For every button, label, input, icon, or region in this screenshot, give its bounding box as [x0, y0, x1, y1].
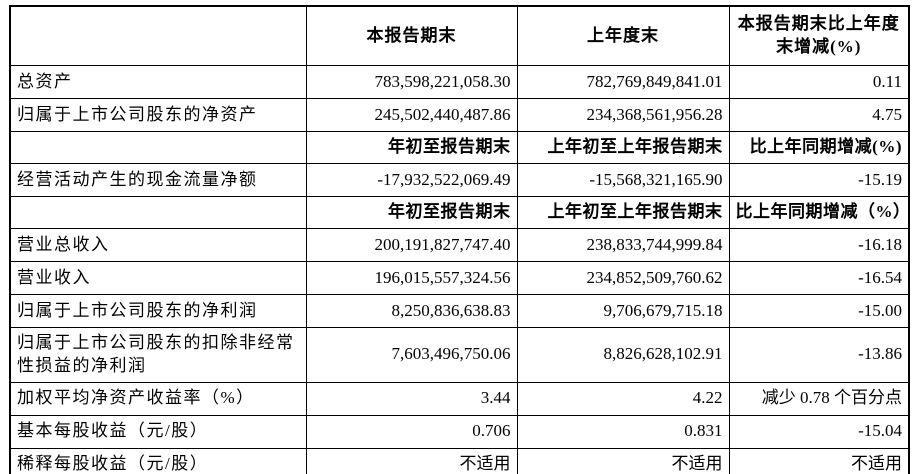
header-change-line1: 本报告期末比上年度: [737, 14, 900, 34]
current-value-cell: 0.706: [305, 414, 518, 449]
row-label-cell: 营业总收入: [9, 228, 307, 262]
period-subheader-row: 年初至报告期末 上年初至上年报告期末 比上年同期增减（%）: [9, 196, 910, 229]
change-value-cell: -16.54: [728, 261, 910, 295]
prior-value-cell: 4.22: [516, 381, 730, 416]
current-value-cell: 196,015,557,324.56: [305, 261, 518, 295]
row-label-cell: 归属于上市公司股东的净资产: [9, 98, 307, 132]
change-value-cell: -16.18: [728, 228, 910, 262]
subheader-ytd-cell: 年初至报告期末: [305, 196, 518, 229]
table-row-operating-cash-flow: 经营活动产生的现金流量净额 -17,932,522,069.49 -15,568…: [9, 163, 910, 197]
current-value-cell: 245,502,440,487.86: [305, 98, 518, 132]
table-row-operating-revenue: 营业收入 196,015,557,324.56 234,852,509,760.…: [9, 261, 910, 295]
prior-value-cell: 0.831: [516, 414, 730, 449]
current-value-cell: 783,598,221,058.30: [305, 65, 518, 99]
table-row-net-assets: 归属于上市公司股东的净资产 245,502,440,487.86 234,368…: [9, 98, 910, 132]
prior-value-cell: 9,706,679,715.18: [516, 294, 730, 328]
header-current-period: 本报告期末: [305, 5, 518, 66]
subheader-empty-cell: [9, 196, 307, 229]
subheader-yoy-change-cell: 比上年同期增减（%）: [728, 196, 910, 229]
change-value-cell: 减少 0.78 个百分点: [728, 381, 910, 416]
current-value-cell: 3.44: [305, 381, 518, 416]
change-value-cell: -15.19: [728, 163, 910, 197]
header-change-percent: 本报告期末比上年度 末增减(%): [728, 5, 910, 66]
row-label-cell: 营业收入: [9, 261, 307, 295]
prior-value-cell: 不适用: [516, 447, 730, 474]
row-label-cell: 基本每股收益（元/股）: [9, 414, 307, 449]
change-value-cell: -15.00: [728, 294, 910, 328]
header-change-line2: 末增减(%): [776, 37, 862, 56]
prior-value-cell: 234,852,509,760.62: [516, 261, 730, 295]
prior-value-cell: 238,833,744,999.84: [516, 228, 730, 262]
table-row-net-profit-excl-nonrecurring: 归属于上市公司股东的扣除非经常性损益的净利润 7,603,496,750.06 …: [9, 327, 910, 383]
current-value-cell: 8,250,836,638.83: [305, 294, 518, 328]
table-row-diluted-eps: 稀释每股收益（元/股） 不适用 不适用 不适用: [9, 447, 910, 474]
row-label-cell: 归属于上市公司股东的扣除非经常性损益的净利润: [9, 327, 307, 383]
row-label-cell: 稀释每股收益（元/股）: [9, 447, 307, 474]
current-value-cell: -17,932,522,069.49: [305, 163, 518, 197]
table-row-weighted-avg-roe: 加权平均净资产收益率（%） 3.44 4.22 减少 0.78 个百分点: [9, 381, 910, 416]
row-label-cell: 加权平均净资产收益率（%）: [9, 381, 307, 416]
prior-value-cell: 8,826,628,102.91: [516, 327, 730, 383]
table-row-total-operating-revenue: 营业总收入 200,191,827,747.40 238,833,744,999…: [9, 228, 910, 262]
table-header-row: 本报告期末 上年度末 本报告期末比上年度 末增减(%): [9, 5, 910, 66]
subheader-yoy-change-cell: 比上年同期增减(%): [728, 131, 910, 164]
current-value-cell: 200,191,827,747.40: [305, 228, 518, 262]
header-prior-year-end: 上年度末: [516, 5, 730, 66]
change-value-cell: -15.04: [728, 414, 910, 449]
period-subheader-row: 年初至报告期末 上年初至上年报告期末 比上年同期增减(%): [9, 131, 910, 164]
row-label-cell: 归属于上市公司股东的净利润: [9, 294, 307, 328]
table-row-basic-eps: 基本每股收益（元/股） 0.706 0.831 -15.04: [9, 414, 910, 449]
current-value-cell: 7,603,496,750.06: [305, 327, 518, 383]
current-value-cell: 不适用: [305, 447, 518, 474]
change-value-cell: 0.11: [728, 65, 910, 99]
subheader-ytd-cell: 年初至报告期末: [305, 131, 518, 164]
financial-summary-table: 本报告期末 上年度末 本报告期末比上年度 末增减(%) 总资产 783,598,…: [9, 5, 910, 474]
row-label-cell: 总资产: [9, 65, 307, 99]
prior-value-cell: 234,368,561,956.28: [516, 98, 730, 132]
table-row-net-profit: 归属于上市公司股东的净利润 8,250,836,638.83 9,706,679…: [9, 294, 910, 328]
change-value-cell: -13.86: [728, 327, 910, 383]
header-empty-cell: [9, 5, 307, 66]
subheader-prior-ytd-cell: 上年初至上年报告期末: [516, 131, 730, 164]
prior-value-cell: 782,769,849,841.01: [516, 65, 730, 99]
change-value-cell: 4.75: [728, 98, 910, 132]
table-row-total-assets: 总资产 783,598,221,058.30 782,769,849,841.0…: [9, 65, 910, 99]
subheader-prior-ytd-cell: 上年初至上年报告期末: [516, 196, 730, 229]
subheader-empty-cell: [9, 131, 307, 164]
prior-value-cell: -15,568,321,165.90: [516, 163, 730, 197]
change-value-cell: 不适用: [728, 447, 910, 474]
row-label-cell: 经营活动产生的现金流量净额: [9, 163, 307, 197]
